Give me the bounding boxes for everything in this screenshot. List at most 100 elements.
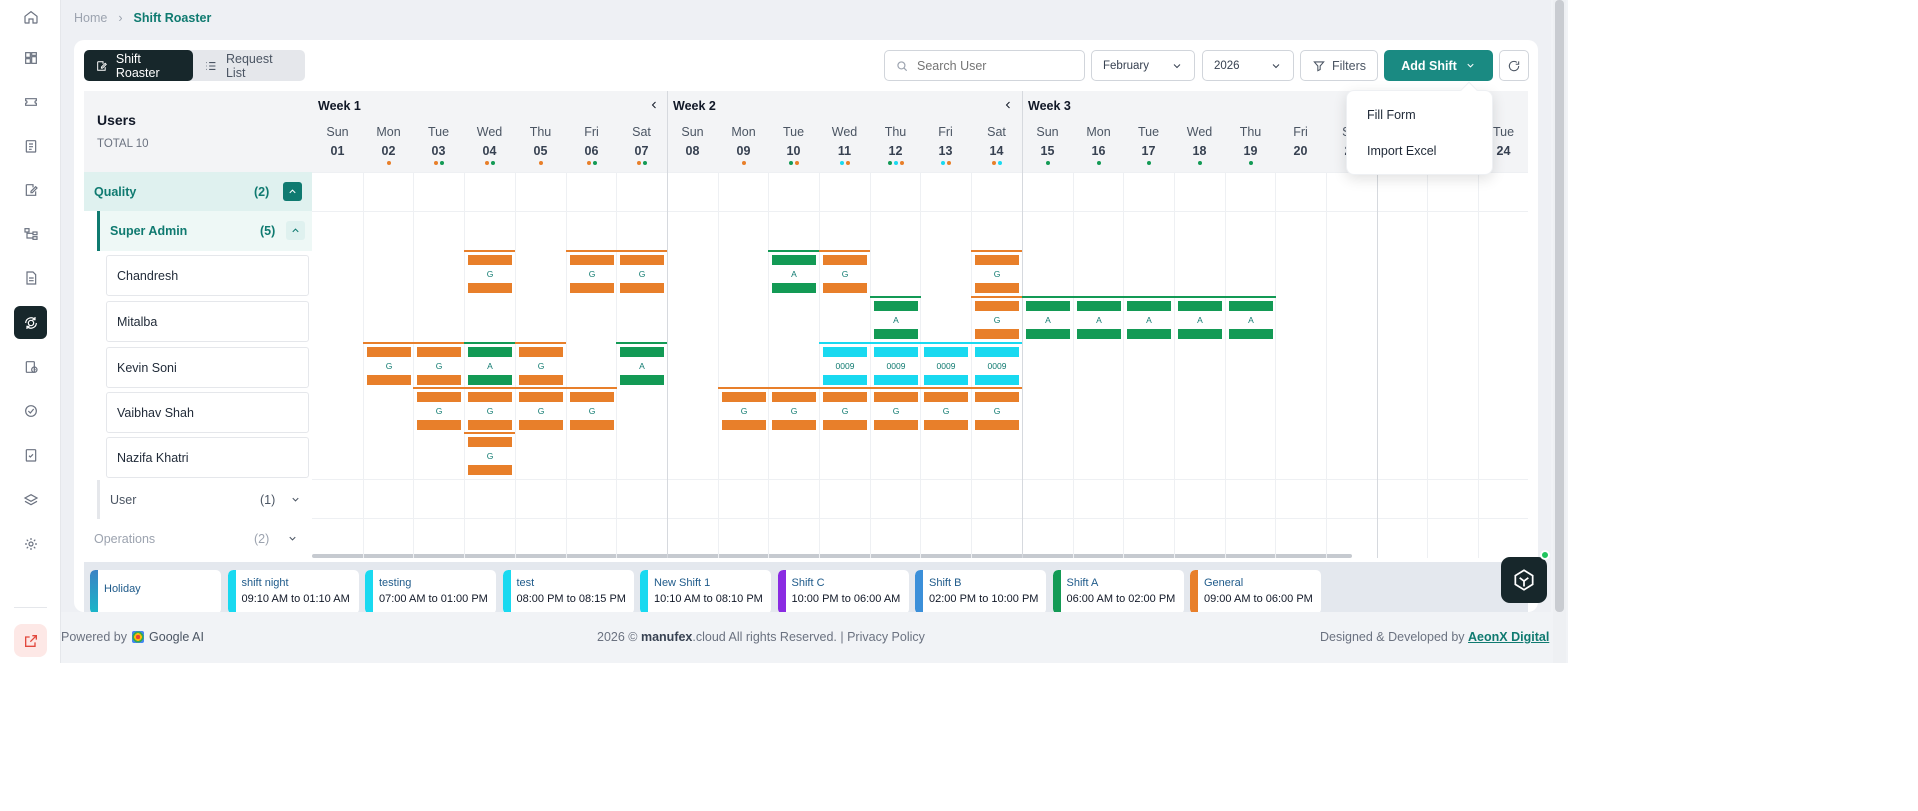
- copyright-suffix[interactable]: .cloud All rights Reserved. | Privacy Po…: [692, 630, 925, 644]
- year-select[interactable]: 2026: [1202, 50, 1294, 81]
- refresh-button[interactable]: [1499, 50, 1529, 81]
- day-number: 09: [736, 144, 751, 158]
- shift-block[interactable]: G: [468, 392, 512, 430]
- shift-stripe: [1178, 301, 1222, 311]
- shift-block[interactable]: A: [1127, 301, 1171, 339]
- menu-item-import-excel[interactable]: Import Excel: [1367, 144, 1437, 158]
- shift-stripe: [468, 392, 512, 402]
- user-row[interactable]: Chandresh: [106, 255, 309, 296]
- shift-block[interactable]: A: [468, 347, 512, 385]
- shift-block[interactable]: A: [874, 301, 918, 339]
- dashboard-icon[interactable]: [14, 41, 47, 74]
- shift-dots: [363, 161, 414, 167]
- check-circle-icon[interactable]: [14, 394, 47, 427]
- calendar-header: [312, 91, 1528, 172]
- shift-block[interactable]: G: [772, 392, 816, 430]
- day-number: 14: [989, 144, 1004, 158]
- shift-connector: [971, 387, 1022, 389]
- search-input[interactable]: [917, 58, 1067, 73]
- clipboard-clock-icon[interactable]: [14, 350, 47, 383]
- group-operations[interactable]: Operations (2): [84, 519, 312, 558]
- shift-block[interactable]: G: [874, 392, 918, 430]
- month-select[interactable]: February: [1091, 50, 1195, 81]
- group-quality[interactable]: Quality (2): [84, 172, 312, 211]
- shift-block[interactable]: A: [772, 255, 816, 293]
- shift-block[interactable]: G: [417, 347, 461, 385]
- user-row[interactable]: Vaibhav Shah: [106, 392, 309, 433]
- shift-roster-icon[interactable]: [14, 306, 47, 339]
- shift-block[interactable]: G: [823, 392, 867, 430]
- expand-button[interactable]: [283, 529, 302, 548]
- shift-dots: [616, 161, 667, 167]
- shift-block[interactable]: G: [417, 392, 461, 430]
- footer: Powered by Google AI 2026 © manufex.clou…: [61, 621, 1568, 651]
- layers-icon[interactable]: [14, 483, 47, 516]
- breadcrumb-current: Shift Roaster: [133, 11, 212, 25]
- shift-block[interactable]: A: [1026, 301, 1070, 339]
- day-name: Wed: [476, 125, 503, 139]
- collapse-button[interactable]: [283, 182, 302, 201]
- shift-code: A: [1026, 311, 1070, 329]
- shift-stripe: [975, 301, 1019, 311]
- expand-button[interactable]: [286, 490, 305, 509]
- shift-dots: [413, 161, 464, 167]
- chevron-down-icon: [1467, 63, 1474, 68]
- subgroup-super-admin[interactable]: Super Admin (5): [97, 211, 312, 251]
- shift-stripe: [570, 255, 614, 265]
- shift-block[interactable]: 0009: [823, 347, 867, 385]
- horizontal-scrollbar[interactable]: [312, 554, 1352, 558]
- user-row[interactable]: Kevin Soni: [106, 347, 309, 388]
- hierarchy-icon[interactable]: [14, 217, 47, 250]
- day-name: Sun: [681, 125, 704, 139]
- day-name: Fri: [938, 125, 953, 139]
- tab-request-list[interactable]: Request List: [193, 50, 305, 81]
- chevron-left-icon[interactable]: [648, 98, 662, 112]
- shift-block[interactable]: G: [519, 347, 563, 385]
- shift-block[interactable]: G: [924, 392, 968, 430]
- shift-block[interactable]: G: [975, 392, 1019, 430]
- shift-block[interactable]: G: [722, 392, 766, 430]
- document-icon[interactable]: [14, 261, 47, 294]
- subgroup-user[interactable]: User (1): [97, 480, 312, 519]
- shift-block[interactable]: G: [620, 255, 664, 293]
- shift-block[interactable]: A: [620, 347, 664, 385]
- shift-block[interactable]: G: [570, 392, 614, 430]
- shift-block[interactable]: G: [975, 255, 1019, 293]
- shift-block[interactable]: G: [468, 255, 512, 293]
- user-row[interactable]: Nazifa Khatri: [106, 437, 309, 478]
- collapse-button[interactable]: [286, 221, 305, 240]
- filters-button[interactable]: Filters: [1300, 50, 1378, 81]
- chevron-left-icon[interactable]: [1002, 98, 1016, 112]
- settings-icon[interactable]: [14, 527, 47, 560]
- shift-dot: [386, 161, 391, 165]
- shift-block[interactable]: A: [1178, 301, 1222, 339]
- scrollbar-thumb[interactable]: [1555, 0, 1564, 612]
- shift-block[interactable]: 0009: [924, 347, 968, 385]
- shift-block[interactable]: G: [519, 392, 563, 430]
- shift-block[interactable]: 0009: [975, 347, 1019, 385]
- home-icon[interactable]: [14, 0, 47, 33]
- day-name: Mon: [1086, 125, 1111, 139]
- shift-block[interactable]: G: [570, 255, 614, 293]
- tab-shift-roaster[interactable]: Shift Roaster: [84, 50, 194, 81]
- shift-stripe: [468, 465, 512, 475]
- shift-block[interactable]: G: [367, 347, 411, 385]
- menu-item-fill-form[interactable]: Fill Form: [1367, 108, 1416, 122]
- chat-assistant-button[interactable]: [1501, 557, 1547, 603]
- filter-icon: [1313, 60, 1325, 72]
- shift-block[interactable]: G: [468, 437, 512, 475]
- breadcrumb-home[interactable]: Home: [74, 11, 108, 25]
- user-row[interactable]: Mitalba: [106, 301, 309, 342]
- add-shift-button[interactable]: Add Shift: [1384, 50, 1493, 81]
- shift-block[interactable]: 0009: [874, 347, 918, 385]
- clipboard-list-icon[interactable]: [14, 129, 47, 162]
- edit-note-icon[interactable]: [14, 173, 47, 206]
- shift-block[interactable]: G: [823, 255, 867, 293]
- designer-link[interactable]: AeonX Digital: [1468, 630, 1550, 644]
- shift-block[interactable]: G: [975, 301, 1019, 339]
- shift-block[interactable]: A: [1077, 301, 1121, 339]
- clipboard-check-icon[interactable]: [14, 438, 47, 471]
- external-link-icon[interactable]: [14, 624, 47, 657]
- ticket-icon[interactable]: [14, 85, 47, 118]
- shift-block[interactable]: A: [1229, 301, 1273, 339]
